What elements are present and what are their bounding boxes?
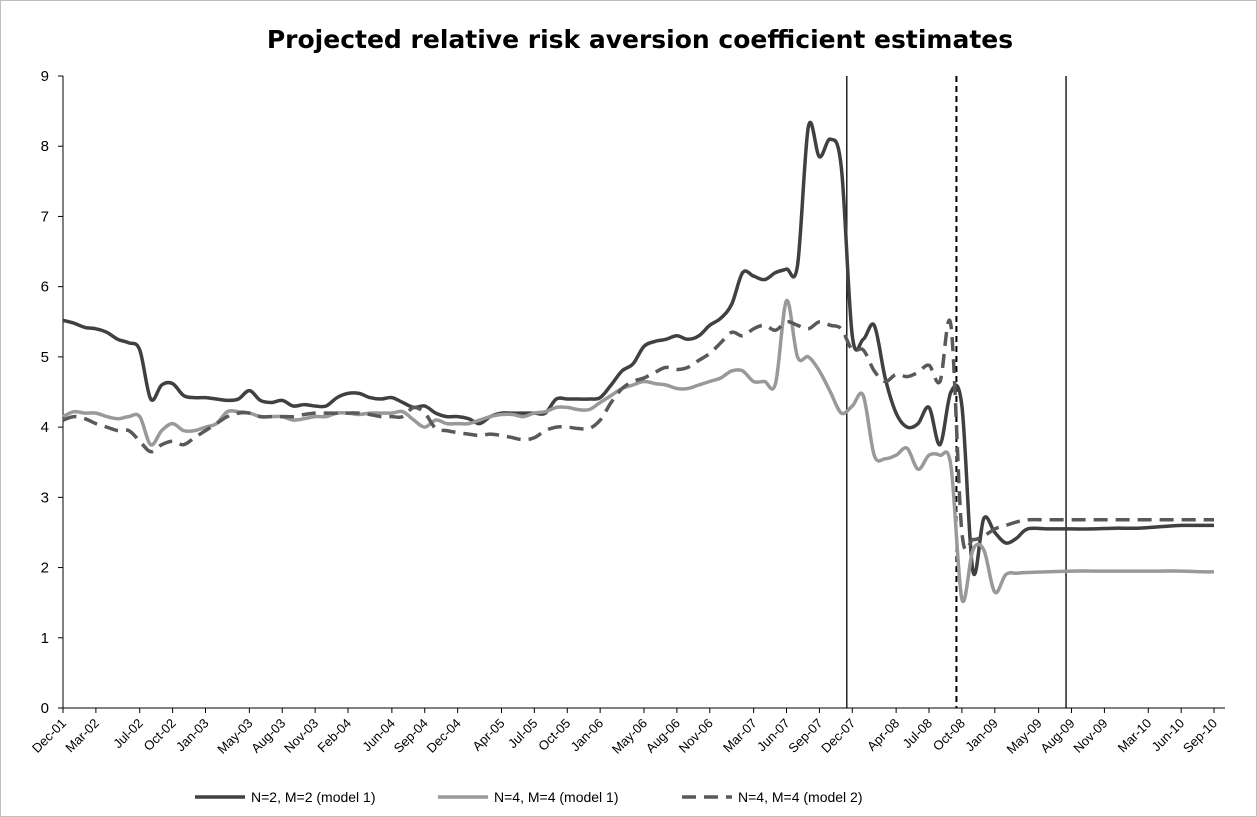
x-tick-label: Dec-07 [818,716,858,756]
x-tick-label: Mar-02 [62,716,102,756]
y-tick-label: 4 [41,419,49,436]
legend-label: N=4, M=4 (model 1) [494,789,619,805]
x-tick-label: Mar-07 [720,716,760,756]
x-tick-label: May-06 [609,716,650,757]
x-tick-label: Nov-09 [1070,716,1110,756]
x-tick-label: May-09 [1003,716,1044,757]
y-tick-label: 6 [41,279,49,296]
y-tick-label: 0 [41,700,49,717]
x-tick-label: Feb-04 [314,716,354,756]
x-tick-label: Mar-10 [1115,716,1155,756]
x-tick-label: Apr-08 [864,716,902,754]
y-tick-label: 8 [41,138,49,155]
x-tick-label: May-03 [214,716,255,757]
x-tick-label: Jan-03 [173,716,212,755]
x-tick-label: Jun-04 [359,716,398,755]
series-lines [62,121,1215,604]
x-tick-label: Jul-02 [110,716,146,752]
x-tick-label: Aug-03 [248,716,288,756]
x-tick-label: Apr-05 [469,716,507,754]
x-tick-label: Dec-01 [29,716,69,756]
x-tick-label: Jan-09 [962,716,1001,755]
x-tick-label: Jun-10 [1149,716,1188,755]
x-tick-label: Jan-06 [568,716,607,755]
x-tick-label: Jul-08 [899,716,935,752]
x-tick-label: Sep-10 [1180,716,1220,756]
y-tick-label: 7 [41,208,49,225]
series-line-2 [62,298,1215,604]
y-tick-label: 9 [41,68,49,85]
x-tick-label: Nov-06 [676,716,716,756]
legend: N=2, M=2 (model 1) N=4, M=4 (model 1) N=4,… [195,789,863,805]
chart-title: Projected relative risk aversion coeffic… [267,25,1013,54]
x-tick-label: Sep-07 [785,716,825,756]
x-tick-label: Nov-03 [281,716,321,756]
x-tick-label: Dec-04 [424,716,464,756]
y-tick-label: 5 [41,349,49,366]
y-tick-label: 2 [41,560,49,577]
x-tick-label: Oct-02 [141,716,179,754]
series-line-1 [62,121,1214,577]
series-line-3 [62,318,1214,552]
y-tick-label: 1 [41,630,49,647]
x-tick-label: Aug-09 [1037,716,1077,756]
x-tick-label: Aug-06 [643,716,683,756]
x-tick-label: Oct-08 [930,716,968,754]
x-tick-label: Jul-05 [505,716,541,752]
legend-label: N=2, M=2 (model 1) [251,789,376,805]
x-tick-label: Sep-04 [391,716,431,756]
x-tick-label: Jun-07 [754,716,793,755]
legend-label: N=4, M=4 (model 2) [738,789,863,805]
x-tick-label: Oct-05 [535,716,573,754]
y-tick-label: 3 [41,489,49,506]
